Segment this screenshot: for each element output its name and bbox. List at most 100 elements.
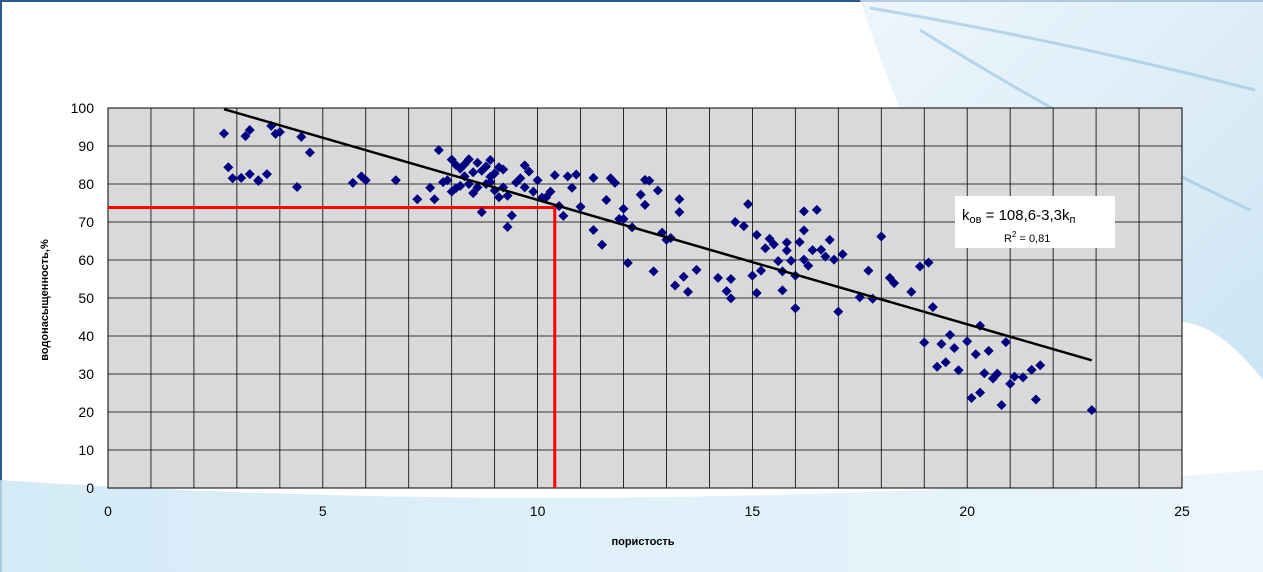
data-point [515, 173, 526, 184]
data-point [261, 169, 272, 180]
x-tick-label: 0 [104, 503, 112, 519]
data-point [876, 231, 887, 242]
data-point [747, 270, 758, 281]
data-point [837, 249, 848, 260]
x-axis-label: пористость [611, 536, 674, 548]
data-point [571, 169, 582, 180]
data-point [790, 303, 801, 314]
data-point [945, 329, 956, 340]
data-point [743, 199, 754, 210]
y-tick-label: 50 [78, 290, 94, 306]
data-point [274, 126, 285, 137]
data-point [588, 172, 599, 183]
data-point [433, 145, 444, 156]
data-point [786, 255, 797, 266]
data-point [545, 186, 556, 197]
data-point [751, 229, 762, 240]
data-point [472, 182, 483, 193]
data-point [558, 210, 569, 221]
data-point [304, 147, 315, 158]
data-point [949, 343, 960, 354]
data-point [253, 175, 264, 186]
data-point [240, 131, 251, 142]
data-point [640, 199, 650, 210]
data-point [597, 239, 608, 250]
r2-r: R [1004, 233, 1012, 245]
data-point [798, 206, 809, 217]
equation-sub-ov: ов [970, 214, 982, 226]
data-point [811, 204, 822, 215]
data-point [730, 217, 741, 227]
data-point [1030, 394, 1041, 405]
data-point [906, 286, 917, 297]
data-point [481, 161, 492, 172]
y-tick-label: 10 [78, 442, 94, 458]
x-tick-label: 25 [1174, 503, 1190, 519]
data-point [738, 221, 749, 232]
data-point [618, 203, 629, 214]
data-point [296, 131, 307, 142]
data-point [678, 271, 689, 282]
data-point [751, 288, 762, 299]
data-point [996, 400, 1007, 411]
r2-sup: 2 [1012, 230, 1017, 239]
data-point [816, 244, 827, 255]
data-point [412, 194, 423, 205]
data-point [618, 213, 629, 224]
trend-line [223, 107, 1093, 362]
data-point [562, 171, 573, 182]
data-point [721, 286, 732, 297]
data-point [292, 182, 303, 193]
data-point [932, 361, 943, 372]
data-point [781, 237, 792, 248]
data-point [622, 258, 633, 269]
data-point [927, 302, 938, 313]
data-point [1009, 371, 1020, 382]
data-point [863, 265, 874, 276]
data-point [476, 207, 487, 218]
data-point [1026, 364, 1037, 375]
data-point [635, 189, 646, 200]
data-point [528, 186, 539, 197]
data-point [506, 210, 517, 221]
r2-value: = 0,81 [1016, 233, 1050, 245]
equation-sub-p: п [1069, 214, 1075, 226]
data-point [940, 357, 951, 368]
data-point [236, 172, 247, 183]
data-point [829, 254, 840, 265]
data-point [979, 368, 990, 379]
y-tick-label: 40 [78, 328, 94, 344]
data-point [468, 167, 479, 178]
data-point [493, 192, 504, 203]
data-point [498, 164, 509, 175]
data-point [914, 261, 925, 272]
data-point [682, 286, 693, 297]
axis-ticks: 0 5 10 15 20 25 0 10 20 30 40 50 60 70 80 90 100 [71, 100, 1190, 519]
data-point [833, 306, 844, 317]
y-tick-label: 20 [78, 404, 94, 420]
y-tick-label: 80 [78, 176, 94, 192]
data-point [1035, 360, 1046, 371]
data-point [524, 166, 535, 177]
data-point [218, 128, 229, 139]
data-point [970, 349, 981, 360]
data-point [755, 265, 766, 276]
x-tick-label: 10 [530, 503, 546, 519]
data-point [781, 245, 792, 256]
data-point [674, 207, 685, 218]
data-point [773, 256, 784, 267]
data-point [670, 280, 681, 291]
data-point [798, 225, 809, 236]
data-point [983, 345, 994, 356]
data-point [566, 182, 577, 193]
data-point [798, 254, 809, 265]
data-point [807, 245, 818, 256]
x-tick-label: 5 [319, 503, 327, 519]
data-point [244, 125, 255, 136]
data-point [768, 239, 779, 250]
data-point [691, 264, 702, 275]
equation-body: = 108,6-3,3k [981, 207, 1069, 224]
data-point [1086, 405, 1097, 416]
